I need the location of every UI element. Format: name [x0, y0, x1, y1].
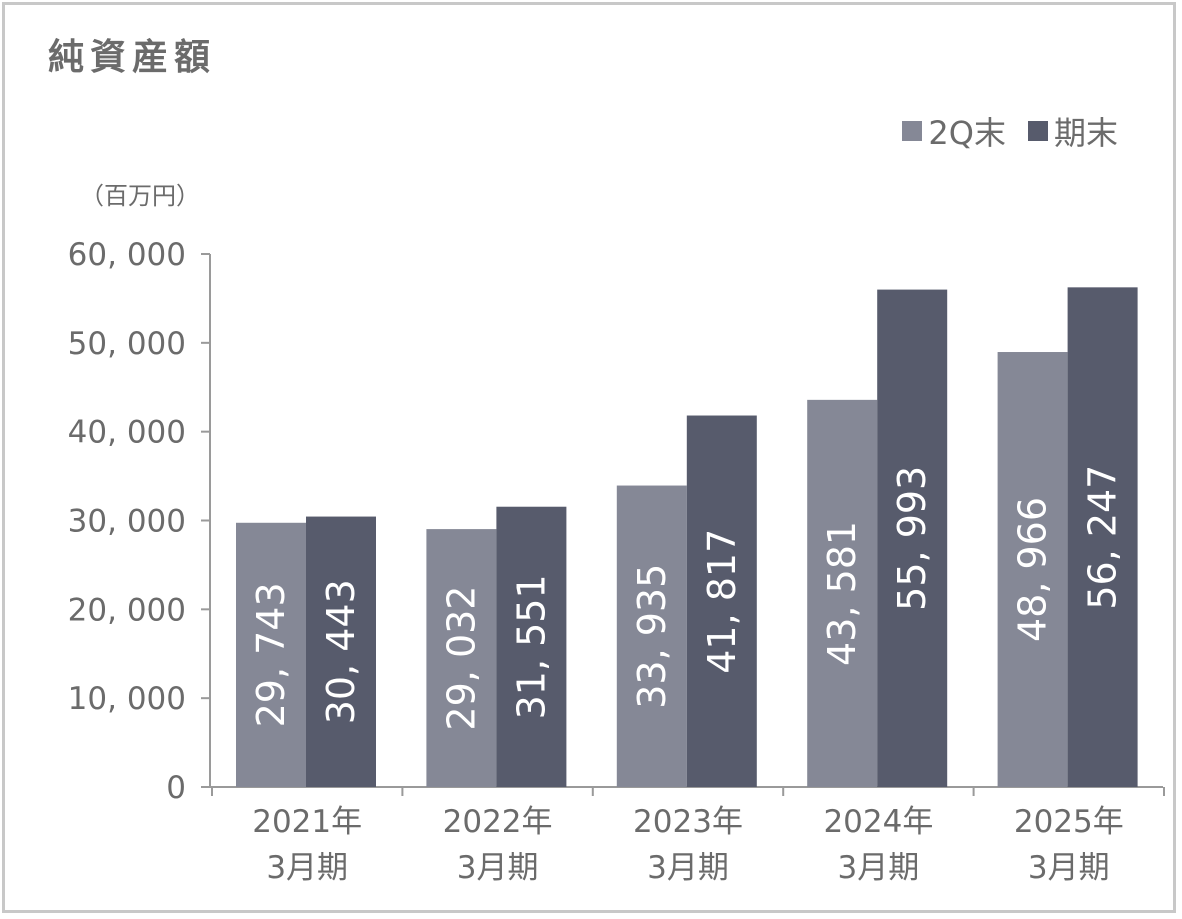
y-tick-label: 60, 000: [68, 237, 186, 273]
x-category-label: 3月期: [266, 850, 348, 886]
x-category-label: 3月期: [1028, 850, 1110, 886]
legend-label-year-end: 期末: [1053, 114, 1118, 152]
x-category-label: 2023年: [633, 804, 743, 840]
bar-year-end: [877, 289, 948, 787]
legend: 2Q末 期末: [902, 108, 1118, 154]
bar-year-end: [496, 506, 567, 787]
y-tick-label: 20, 000: [68, 592, 186, 628]
y-tick-label: 0: [166, 770, 186, 806]
bar-value-label: 29, 032: [439, 586, 483, 731]
bar-value-label: 41, 817: [700, 529, 744, 674]
bar-year-end: [686, 415, 757, 787]
x-category-label: 2022年: [443, 804, 553, 840]
bar-2q: [236, 522, 306, 787]
bar-value-label: 55, 993: [890, 466, 934, 611]
chart-title: 純資産額: [48, 37, 217, 78]
bar-value-label: 33, 935: [630, 564, 674, 709]
x-category-label: 3月期: [647, 850, 729, 886]
legend-label-2q: 2Q末: [928, 114, 1006, 152]
x-category-label: 3月期: [457, 850, 539, 886]
bar-value-label: 43, 581: [820, 521, 864, 666]
y-tick-label: 50, 000: [68, 326, 186, 362]
x-category-label: 2021年: [252, 804, 362, 840]
legend-item-year-end: 期末: [1027, 108, 1118, 154]
x-category-label: 2025年: [1014, 804, 1124, 840]
x-category-label: 2024年: [823, 804, 933, 840]
y-tick-label: 30, 000: [68, 504, 186, 540]
bar-value-label: 48, 966: [1011, 497, 1055, 642]
bar-value-label: 29, 743: [249, 582, 293, 727]
bar-year-end: [1067, 287, 1138, 787]
unit-label: （百万円）: [80, 182, 200, 210]
bar-value-label: 30, 443: [319, 579, 363, 724]
x-category-label: 3月期: [838, 850, 920, 886]
legend-swatch-year-end: [1027, 121, 1048, 141]
bar-2q: [997, 352, 1068, 787]
bar-year-end: [306, 516, 376, 787]
bar-2q: [807, 399, 878, 787]
legend-swatch-2q: [902, 121, 923, 141]
y-tick-label: 10, 000: [68, 681, 186, 717]
bar-2q: [616, 485, 687, 787]
bar-value-label: 56, 247: [1081, 465, 1125, 610]
bar-value-label: 31, 551: [509, 574, 553, 719]
legend-item-2q: 2Q末: [902, 108, 1006, 154]
bar-2q: [426, 529, 497, 787]
y-tick-label: 40, 000: [68, 415, 186, 451]
